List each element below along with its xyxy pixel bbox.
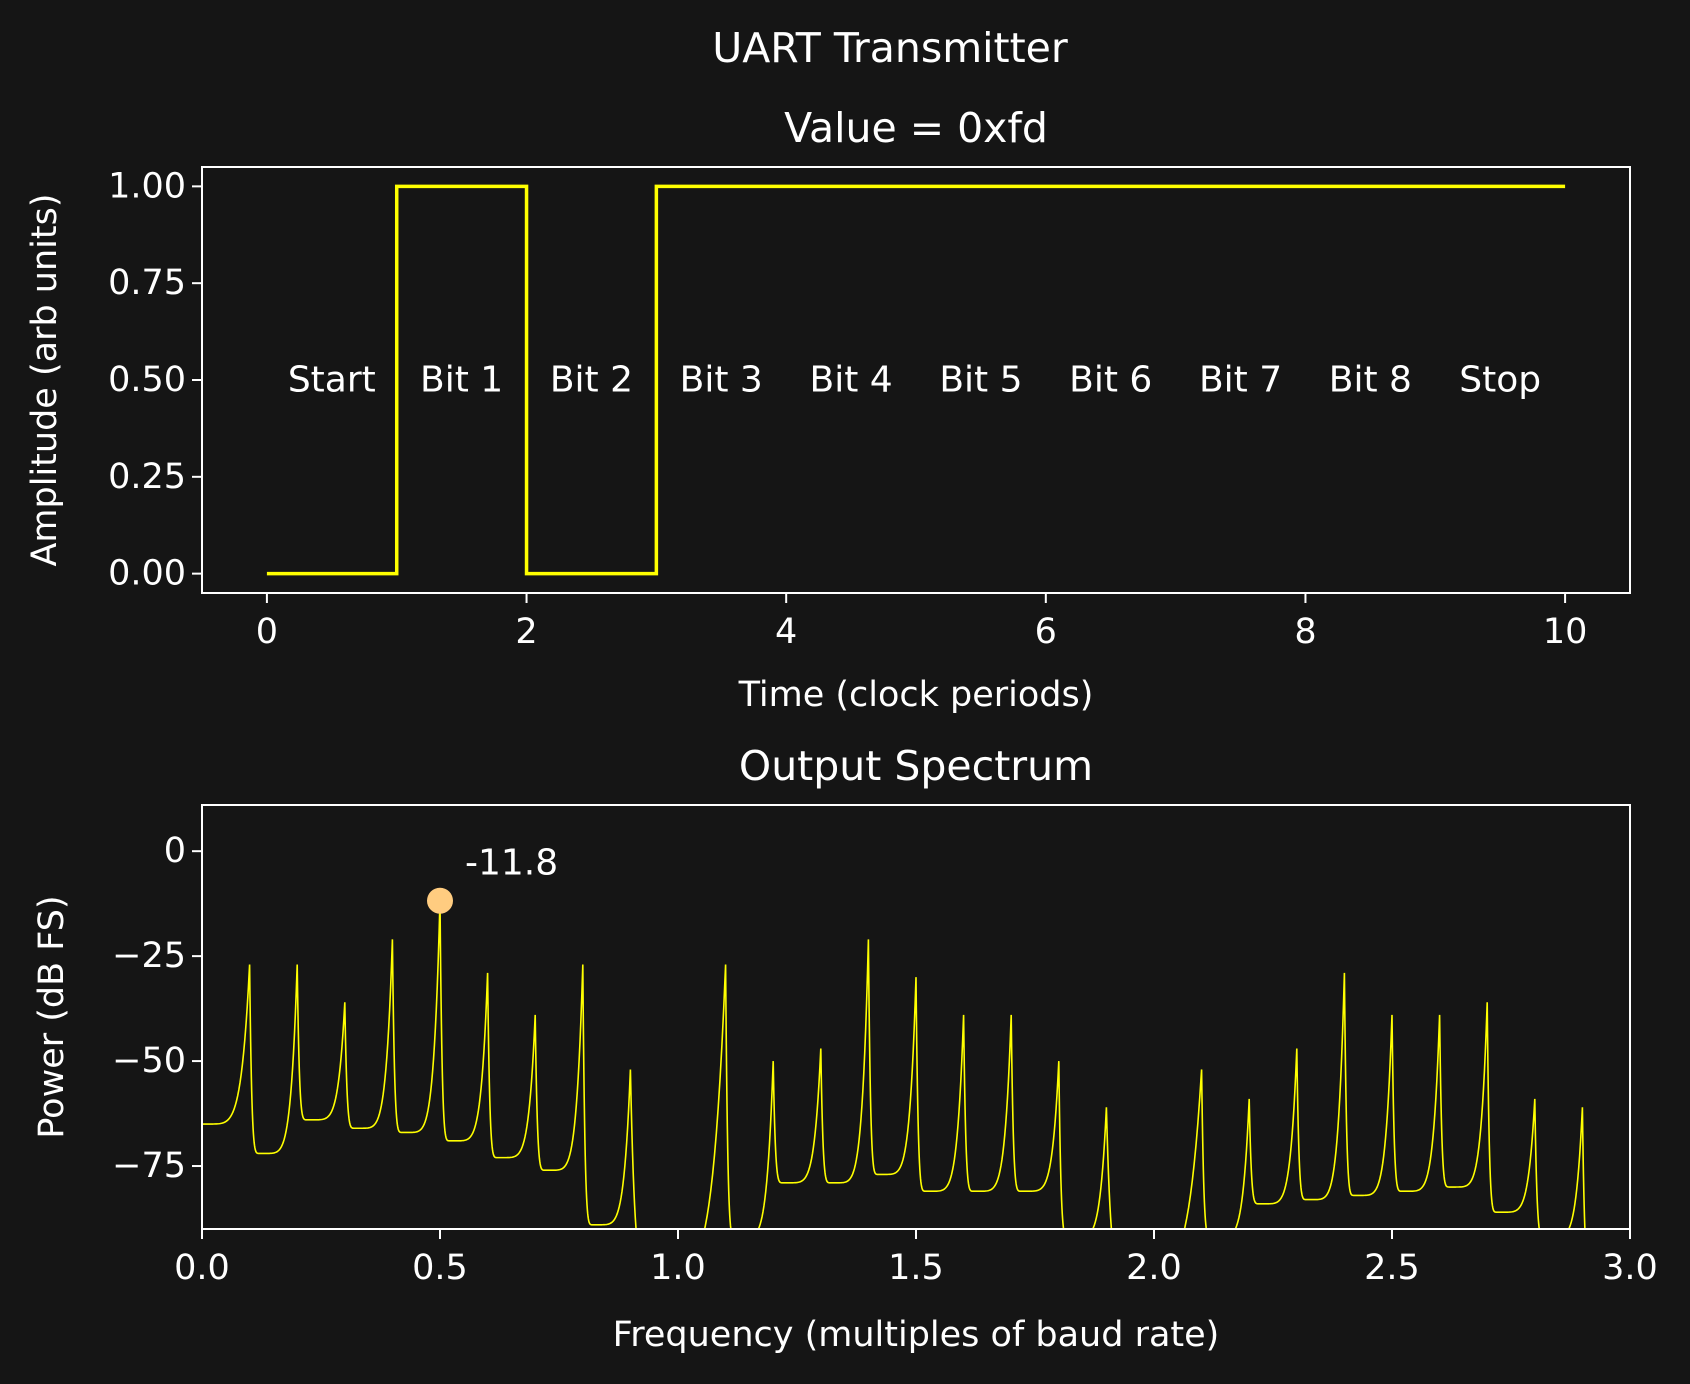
spectrum-y-tick-label: 0 [164, 831, 186, 871]
bit-label: Bit 8 [1329, 360, 1412, 401]
waveform-x-tick-label: 10 [1543, 612, 1588, 652]
waveform-series-line [266, 184, 1566, 576]
waveform-y-tick-label: 0.75 [108, 263, 186, 303]
spectrum-peak-marker: -11.8 [427, 843, 558, 914]
spectrum-x-tick-label: 0.0 [174, 1248, 230, 1288]
bit-label: Bit 7 [1199, 360, 1282, 401]
figure-title: UART Transmitter [712, 24, 1068, 72]
waveform-x-tick-label: 4 [775, 612, 797, 652]
waveform-y-tick-label: 1.00 [108, 166, 186, 206]
waveform-plot-area: Start Bit 1 Bit 2 Bit 3 Bit 4 Bit 5 Bit 6 Bit 7… [266, 184, 1566, 576]
bit-label: Bit 1 [420, 360, 503, 401]
spectrum-x-tick-label: 1.0 [650, 1248, 706, 1288]
spectrum-y-tick-label: −75 [112, 1146, 186, 1186]
spectrum-y-tick-label: −50 [112, 1041, 186, 1081]
spectrum-x-tick-label: 0.5 [412, 1248, 468, 1288]
bit-label: Start [288, 360, 376, 401]
bit-label: Bit 4 [810, 360, 893, 401]
uart-waveform-chart: Value = 0xfd Start Bit 1 Bit 2 Bit 3 Bit 4 Bi… [25, 104, 1631, 715]
bit-label: Stop [1459, 360, 1541, 401]
spectrum-x-tick-label: 3.0 [1602, 1248, 1658, 1288]
spectrum-series-line [202, 900, 1586, 1229]
spectrum-plot-area [202, 900, 1586, 1229]
waveform-y-tick-label: 0.00 [108, 554, 186, 594]
peak-marker-label: -11.8 [465, 843, 558, 884]
waveform-x-axis-label: Time (clock periods) [738, 675, 1094, 715]
waveform-x-tick-label: 2 [515, 612, 537, 652]
spectrum-series [202, 900, 1586, 1229]
waveform-y-tick-label: 0.50 [108, 360, 186, 400]
waveform-x-tick-label: 6 [1035, 612, 1057, 652]
spectrum-title: Output Spectrum [739, 742, 1093, 790]
waveform-x-tick-label: 0 [256, 612, 278, 652]
spectrum-x-tick-label: 2.0 [1126, 1248, 1182, 1288]
spectrum-x-tick-label: 2.5 [1364, 1248, 1420, 1288]
spectrum-y-axis-label: Power (dB FS) [32, 895, 72, 1138]
output-spectrum-chart: Output Spectrum Frequency (multiples of … [32, 742, 1658, 1355]
bit-label: Bit 6 [1069, 360, 1152, 401]
spectrum-y-tick-label: −25 [112, 936, 186, 976]
waveform-ticks: 0 2 4 6 8 10 0.00 0.25 0.50 0.75 1.00 [108, 166, 1587, 652]
spectrum-ticks: 0.0 0.5 1.0 1.5 2.0 2.5 3.0 0 −25 −50 −75 [112, 831, 1658, 1288]
bit-label: Bit 3 [680, 360, 763, 401]
waveform-x-tick-label: 8 [1294, 612, 1316, 652]
waveform-title: Value = 0xfd [784, 104, 1048, 152]
waveform-y-tick-label: 0.25 [108, 457, 186, 497]
spectrum-x-tick-label: 1.5 [888, 1248, 944, 1288]
bit-label: Bit 2 [550, 360, 633, 401]
peak-marker-dot [427, 887, 453, 914]
bit-label: Bit 5 [939, 360, 1022, 401]
waveform-y-axis-label: Amplitude (arb units) [25, 193, 65, 566]
spectrum-x-axis-label: Frequency (multiples of baud rate) [613, 1315, 1220, 1355]
